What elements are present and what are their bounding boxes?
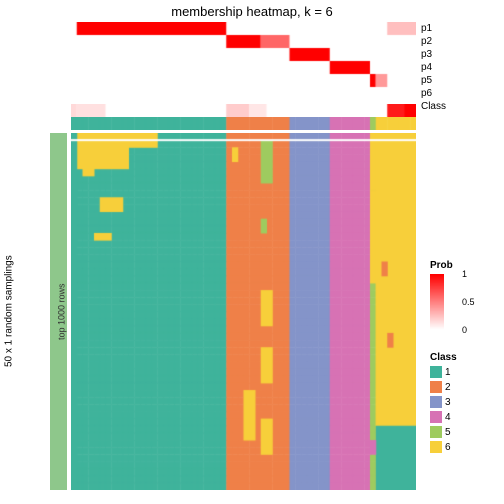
membership-heatmap (71, 22, 416, 100)
class-legend-item: 6 (430, 441, 457, 456)
swatch-icon (430, 381, 442, 393)
class-legend-item: 2 (430, 381, 457, 396)
label-p4: p4 (421, 61, 446, 74)
swatch-icon (430, 441, 442, 453)
class-legend-item: 4 (430, 411, 457, 426)
swatch-icon (430, 426, 442, 438)
prob-legend: Prob 1 0.5 0 (430, 260, 468, 330)
label-p6: p6 (421, 87, 446, 100)
rows-label: top 1000 rows (55, 133, 68, 490)
label-p2: p2 (421, 35, 446, 48)
class-legend-title: Class (430, 352, 457, 363)
class-legend-item: 3 (430, 396, 457, 411)
class-legend-item: 1 (430, 366, 457, 381)
chart-title: membership heatmap, k = 6 (0, 4, 504, 19)
class-bar (71, 117, 416, 130)
heatmap-area (71, 22, 416, 490)
label-p3: p3 (421, 48, 446, 61)
swatch-icon (430, 366, 442, 378)
main-heatmap (71, 133, 416, 490)
swatch-icon (430, 396, 442, 408)
label-p5: p5 (421, 74, 446, 87)
label-p1: p1 (421, 22, 446, 35)
label-class: Class (421, 100, 446, 113)
row-labels: p1 p2 p3 p4 p5 p6 Class (421, 22, 446, 113)
sampling-label: 50 x 1 random samplings (2, 133, 16, 490)
p6-row (71, 104, 416, 117)
class-legend-item: 5 (430, 426, 457, 441)
swatch-icon (430, 411, 442, 423)
class-legend: Class 123456 (430, 352, 457, 456)
